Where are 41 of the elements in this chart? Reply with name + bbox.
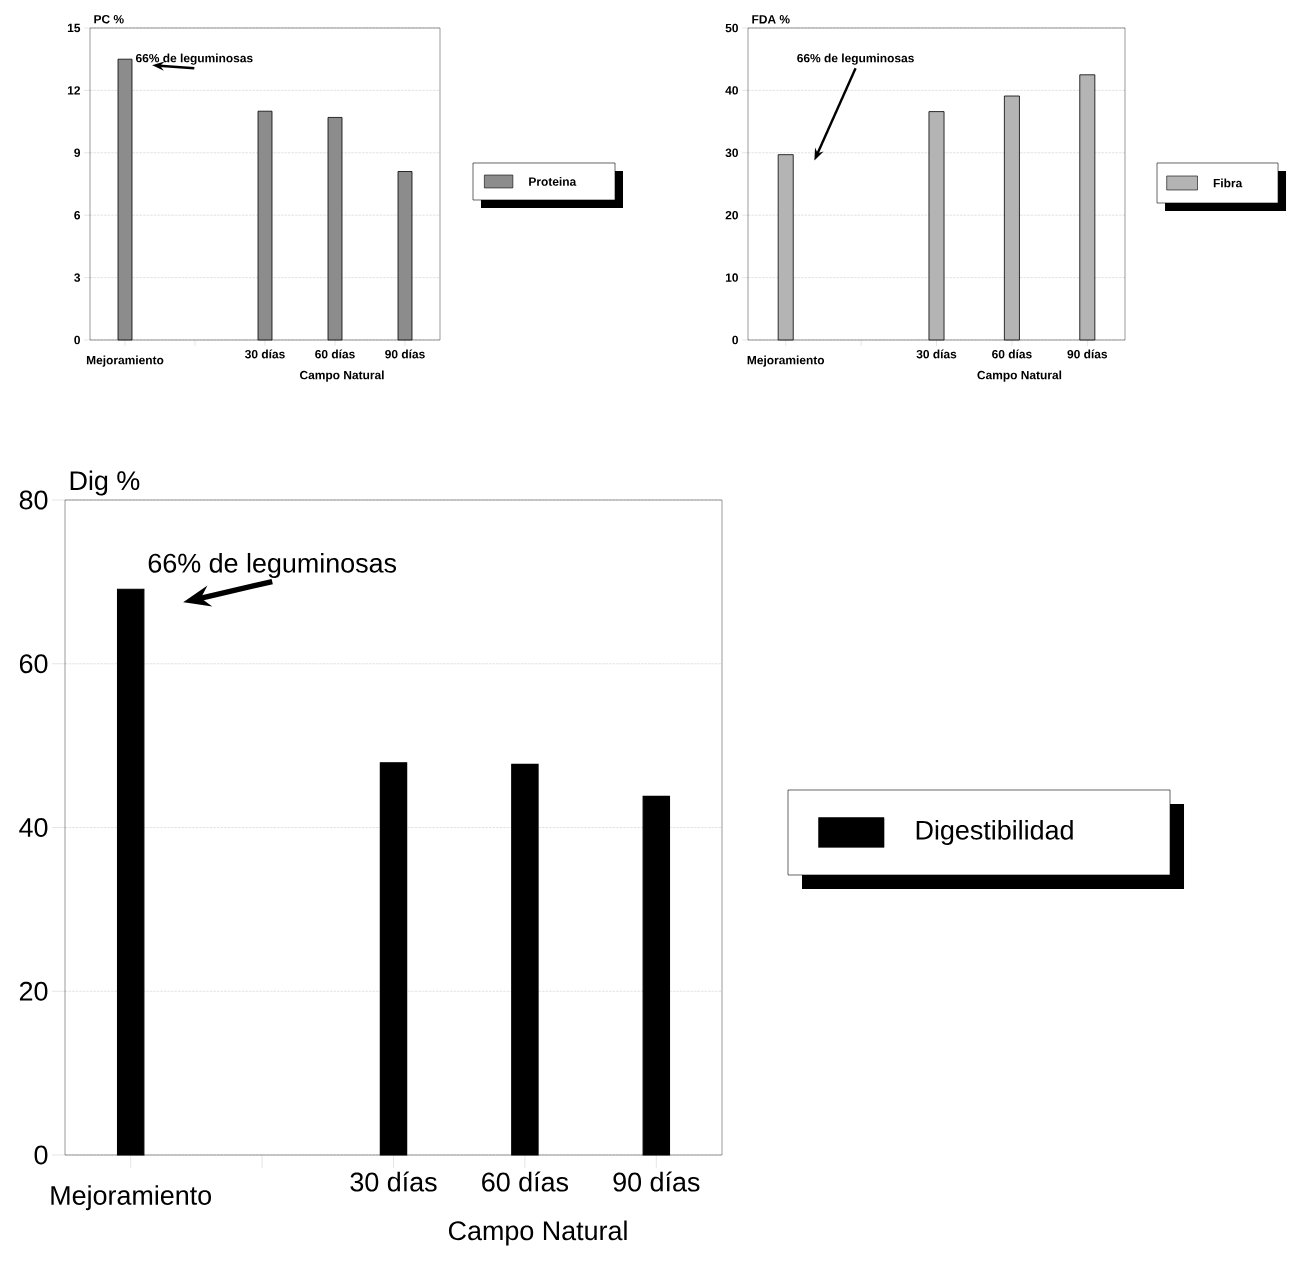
legend-label: Fibra — [1213, 178, 1243, 188]
x-tick-label: 30 días — [245, 349, 285, 359]
y-tick-label: 20 — [19, 981, 48, 1001]
x-tick-label: Mejoramiento — [747, 355, 825, 367]
y-tick-label: 40 — [19, 817, 48, 838]
y-tick-label: 20 — [725, 210, 738, 220]
y-axis-title: Dig % — [70, 470, 140, 496]
x-tick-label: 60 días — [315, 349, 355, 359]
x-tick-label: 60 días — [482, 1171, 569, 1192]
y-tick-label: 0 — [732, 335, 738, 345]
legend-label: Proteina — [529, 177, 577, 186]
y-axis-title: FDA % — [752, 15, 790, 24]
y-tick-label: 0 — [74, 335, 80, 345]
x-tick-label: Mejoramiento — [51, 1185, 212, 1211]
y-tick-label: 15 — [67, 23, 81, 33]
annotation: 66% de leguminosas — [148, 552, 397, 579]
y-tick-label: 0 — [34, 1145, 48, 1165]
y-axis-title: PC % — [94, 15, 124, 24]
text: Campo Natural — [977, 370, 1062, 382]
annotation: 66% de leguminosas — [797, 53, 914, 65]
y-tick-label: 3 — [74, 273, 81, 282]
y-tick-label: 40 — [725, 86, 738, 95]
y-tick-label: 9 — [74, 148, 81, 158]
x-tick-label: 90 días — [1067, 349, 1108, 359]
y-tick-label: 10 — [725, 273, 738, 282]
x-tick-label: 30 días — [350, 1171, 437, 1192]
y-tick-label: 30 — [725, 148, 738, 158]
y-tick-label: 6 — [74, 210, 81, 220]
x-tick-label: 60 días — [992, 349, 1032, 359]
x-tick-label: 90 días — [613, 1171, 700, 1192]
annotation: 66% de leguminosas — [135, 53, 253, 65]
y-tick-label: 80 — [19, 490, 48, 510]
x-tick-label: 30 días — [916, 349, 957, 359]
y-tick-label: 50 — [725, 23, 738, 33]
text: Campo Natural — [299, 370, 384, 382]
x-tick-label: 90 días — [385, 349, 425, 359]
x-tick-label: Mejoramiento — [86, 355, 164, 367]
y-tick-label: 12 — [67, 86, 80, 95]
text: Campo Natural — [448, 1220, 627, 1246]
legend-label: Digestibilidad — [916, 819, 1073, 846]
y-tick-label: 60 — [19, 654, 48, 674]
